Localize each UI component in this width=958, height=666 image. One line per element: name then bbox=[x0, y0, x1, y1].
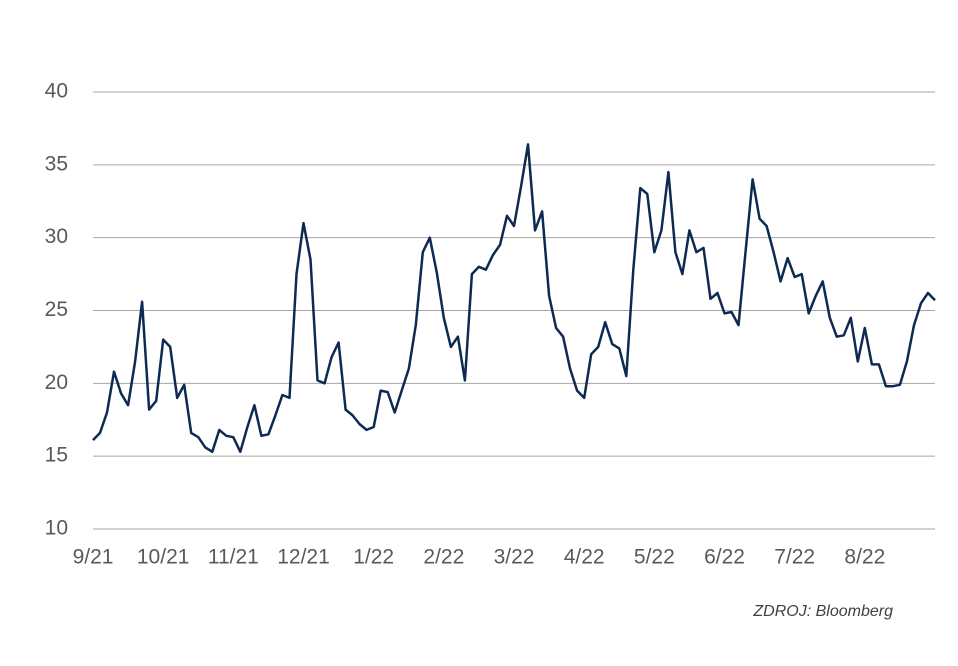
x-tick-label: 1/22 bbox=[353, 546, 394, 569]
y-tick-label: 20 bbox=[45, 371, 68, 394]
line-series bbox=[92, 143, 936, 454]
x-tick-label: 11/21 bbox=[208, 546, 259, 569]
x-tick-label: 6/22 bbox=[704, 546, 745, 569]
y-tick-label: 15 bbox=[45, 444, 68, 467]
x-tick-label: 3/22 bbox=[494, 546, 535, 569]
x-tick-label: 4/22 bbox=[564, 546, 605, 569]
y-tick-label: 35 bbox=[45, 152, 68, 175]
x-tick-label: 9/21 bbox=[73, 546, 114, 569]
x-tick-label: 7/22 bbox=[774, 546, 815, 569]
x-tick-label: 8/22 bbox=[844, 546, 885, 569]
x-tick-label: 2/22 bbox=[423, 546, 464, 569]
source-note: ZDROJ: Bloomberg bbox=[752, 603, 893, 620]
y-tick-label: 30 bbox=[45, 225, 68, 248]
y-tick-label: 10 bbox=[45, 517, 68, 540]
y-tick-label: 25 bbox=[45, 298, 68, 321]
x-tick-label: 5/22 bbox=[634, 546, 675, 569]
x-tick-label: 12/21 bbox=[277, 546, 330, 569]
x-tick-label: 10/21 bbox=[137, 546, 190, 569]
y-tick-label: 40 bbox=[45, 80, 68, 103]
